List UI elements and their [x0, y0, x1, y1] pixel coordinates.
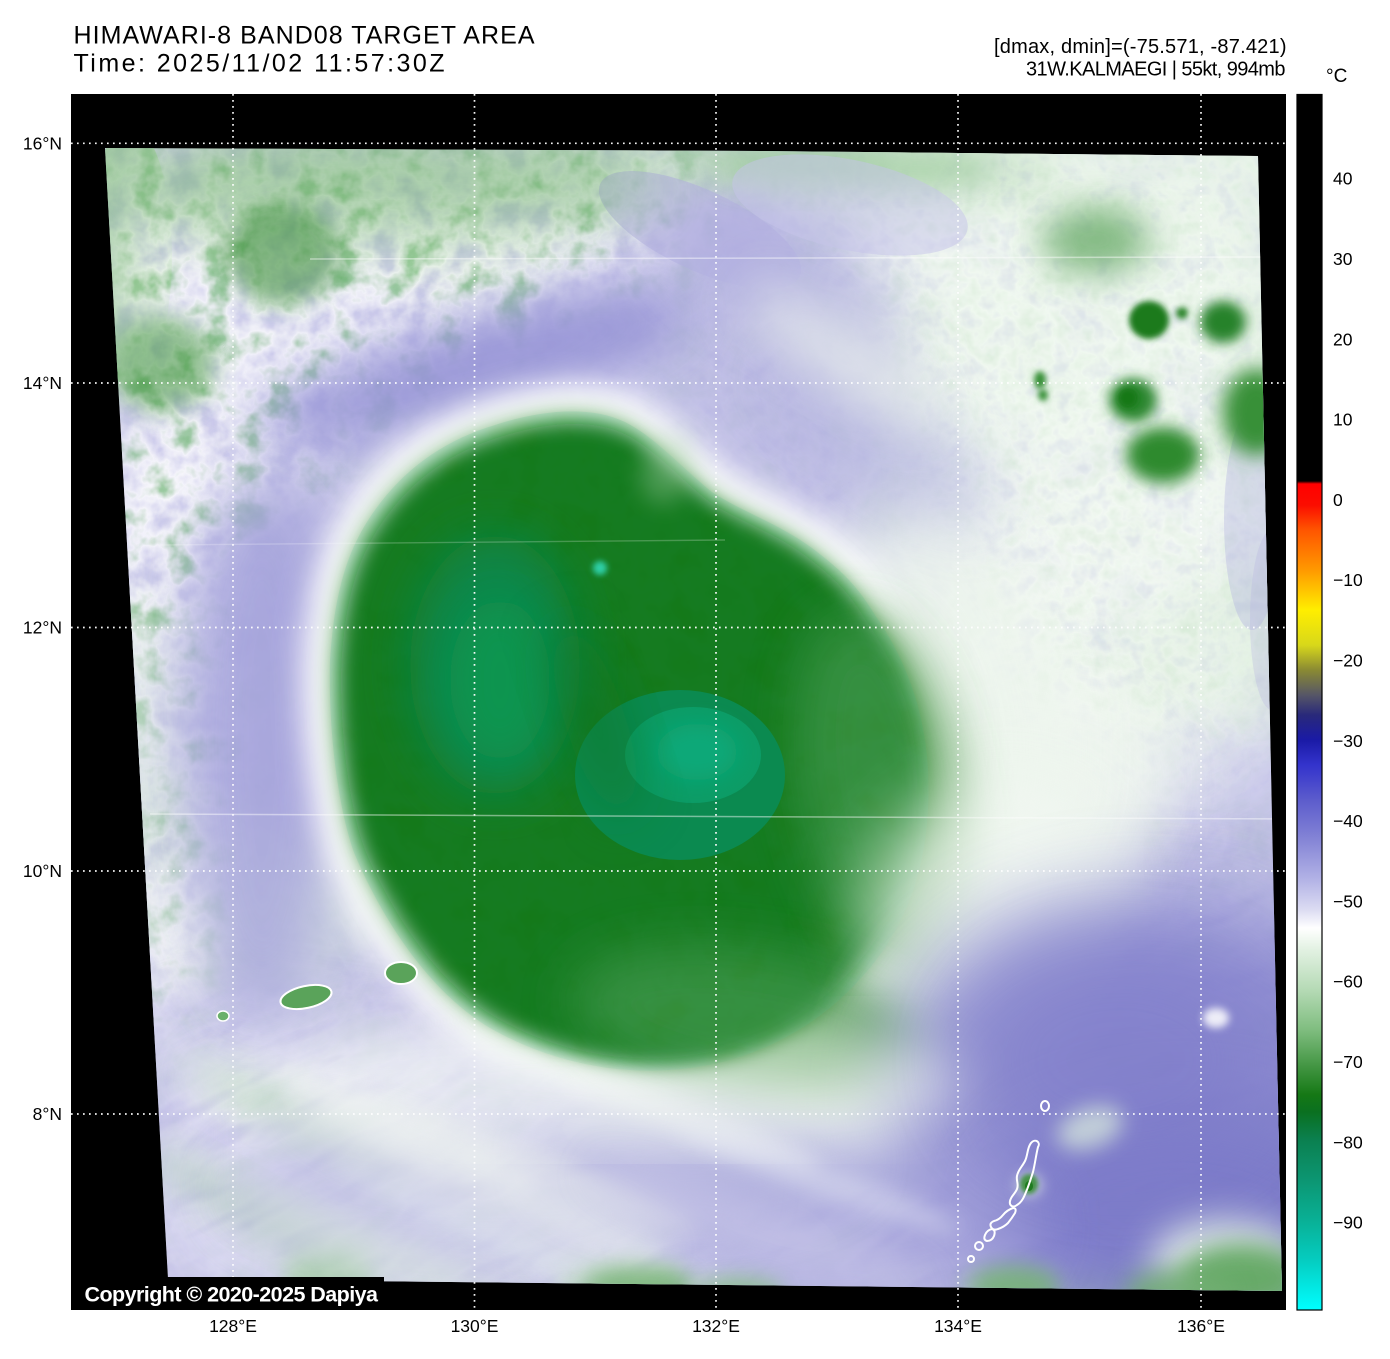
svg-text:30: 30	[1333, 249, 1353, 269]
svg-text:−60: −60	[1333, 972, 1363, 992]
svg-text:128°E: 128°E	[209, 1316, 257, 1336]
svg-text:12°N: 12°N	[23, 618, 62, 638]
svg-text:−80: −80	[1333, 1132, 1363, 1152]
svg-text:31W.KALMAEGI | 55kt, 994mb: 31W.KALMAEGI | 55kt, 994mb	[1026, 59, 1286, 81]
svg-text:°C: °C	[1326, 66, 1347, 87]
svg-text:−90: −90	[1333, 1213, 1363, 1233]
svg-text:−40: −40	[1333, 811, 1363, 831]
svg-text:20: 20	[1333, 329, 1353, 349]
svg-text:130°E: 130°E	[451, 1316, 499, 1336]
svg-text:40: 40	[1333, 169, 1353, 189]
svg-text:−50: −50	[1333, 891, 1363, 911]
svg-text:Copyright © 2020-2025 Dapiya: Copyright © 2020-2025 Dapiya	[85, 1283, 380, 1307]
svg-text:16°N: 16°N	[23, 133, 62, 153]
svg-text:8°N: 8°N	[33, 1104, 62, 1124]
svg-text:−30: −30	[1333, 731, 1363, 751]
svg-text:−70: −70	[1333, 1052, 1363, 1072]
svg-text:10: 10	[1333, 410, 1353, 430]
svg-text:132°E: 132°E	[692, 1316, 740, 1336]
svg-text:10°N: 10°N	[23, 861, 62, 881]
svg-text:0: 0	[1333, 490, 1343, 510]
svg-text:14°N: 14°N	[23, 373, 62, 393]
svg-text:[dmax, dmin]=(-75.571, -87.421: [dmax, dmin]=(-75.571, -87.421)	[994, 36, 1287, 58]
svg-text:HIMAWARI-8 BAND08 TARGET AREA: HIMAWARI-8 BAND08 TARGET AREA	[74, 22, 535, 50]
svg-text:−20: −20	[1333, 651, 1363, 671]
svg-text:Time: 2025/11/02 11:57:30Z: Time: 2025/11/02 11:57:30Z	[74, 50, 445, 78]
svg-text:136°E: 136°E	[1177, 1316, 1225, 1336]
svg-text:134°E: 134°E	[934, 1316, 982, 1336]
svg-text:−10: −10	[1333, 570, 1363, 590]
